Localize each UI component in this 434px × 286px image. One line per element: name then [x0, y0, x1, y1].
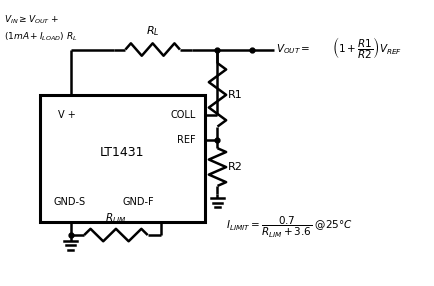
- Text: $R_{LIM}$: $R_{LIM}$: [105, 211, 126, 225]
- Bar: [40, 95, 204, 222]
- Text: V +: V +: [57, 110, 75, 120]
- Text: R2: R2: [228, 162, 243, 172]
- Text: LT1431: LT1431: [100, 146, 145, 159]
- Text: R1: R1: [228, 90, 243, 100]
- Text: GND-S: GND-S: [53, 197, 85, 207]
- Text: GND-F: GND-F: [122, 197, 154, 207]
- Text: $V_{IN} \geq V_{OUT}$ +: $V_{IN} \geq V_{OUT}$ +: [3, 13, 59, 26]
- Text: REF: REF: [177, 135, 195, 145]
- Text: $\left(1+\dfrac{R1}{R2}\right)V_{REF}$: $\left(1+\dfrac{R1}{R2}\right)V_{REF}$: [331, 35, 401, 61]
- Text: $I_{LIMIT}=\dfrac{0.7}{R_{LIM}+3.6}\ @25°C$: $I_{LIMIT}=\dfrac{0.7}{R_{LIM}+3.6}\ @25…: [226, 215, 352, 241]
- Text: $V_{OUT}=$: $V_{OUT}=$: [275, 43, 309, 56]
- Text: COLL: COLL: [170, 110, 195, 120]
- Text: $R_L$: $R_L$: [145, 24, 159, 38]
- Text: $(1mA + I_{LOAD})$ $R_L$: $(1mA + I_{LOAD})$ $R_L$: [3, 31, 77, 43]
